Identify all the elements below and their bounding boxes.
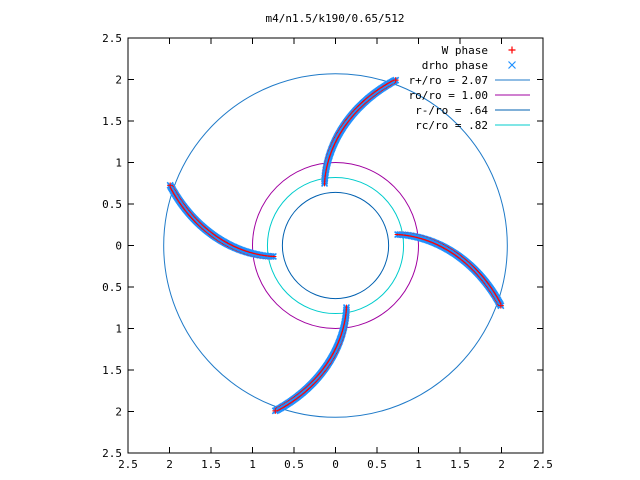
x-tick-label: 2.5 <box>118 458 138 471</box>
w-point <box>392 77 399 84</box>
circle-rc <box>266 176 405 315</box>
x-tick-label: 2 <box>166 458 173 471</box>
w-point <box>272 407 279 414</box>
axis-ticks: 2.5 2 1.5 1 0.5 0 0.5 1 1.5 2 2.52.521.510.500.511… <box>102 32 553 471</box>
x-tick-label: 0.5 <box>284 458 304 471</box>
y-tick-label: 2 <box>115 406 122 419</box>
y-tick-label: 1.5 <box>102 115 122 128</box>
legend-label: r-/ro = .64 <box>415 104 488 117</box>
y-tick-label: 0.5 <box>102 198 122 211</box>
w-point <box>497 302 504 309</box>
y-tick-label: 2.5 <box>102 447 122 460</box>
legend-label: r+/ro = 2.07 <box>409 74 488 87</box>
y-tick-label: 0.5 <box>102 281 122 294</box>
x-tick-label: 1.5 <box>201 458 221 471</box>
x-tick-label: 1.5 <box>450 458 470 471</box>
reference-circles <box>163 73 508 418</box>
legend-marker <box>508 46 516 54</box>
chart-title: m4/n1.5/k190/0.65/512 <box>265 12 404 25</box>
legend-label: W phase <box>442 44 488 57</box>
circle-ro <box>252 162 419 329</box>
phase-points <box>166 76 505 415</box>
x-tick-label: 1 <box>249 458 256 471</box>
x-tick-label: 2.5 <box>533 458 553 471</box>
legend-label: rc/ro = .82 <box>415 119 488 132</box>
y-tick-label: 1 <box>115 323 122 336</box>
legend-marker <box>508 61 516 69</box>
legend: W phase drho phase r+/ro = 2.07 ro/ro = 1.0… <box>409 44 530 132</box>
y-tick-label: 1 <box>115 157 122 170</box>
x-tick-label: 0 <box>332 458 339 471</box>
y-tick-label: 0 <box>115 240 122 253</box>
y-tick-label: 2 <box>115 74 122 87</box>
x-tick-label: 0.5 <box>367 458 387 471</box>
x-tick-label: 1 <box>415 458 422 471</box>
legend-label: ro/ro = 1.00 <box>409 89 488 102</box>
circle-r- <box>281 191 390 300</box>
legend-label: drho phase <box>422 59 488 72</box>
x-tick-label: 2 <box>498 458 505 471</box>
y-tick-label: 1.5 <box>102 364 122 377</box>
w-point <box>167 182 174 189</box>
y-tick-label: 2.5 <box>102 32 122 45</box>
circle-r- <box>163 73 508 418</box>
